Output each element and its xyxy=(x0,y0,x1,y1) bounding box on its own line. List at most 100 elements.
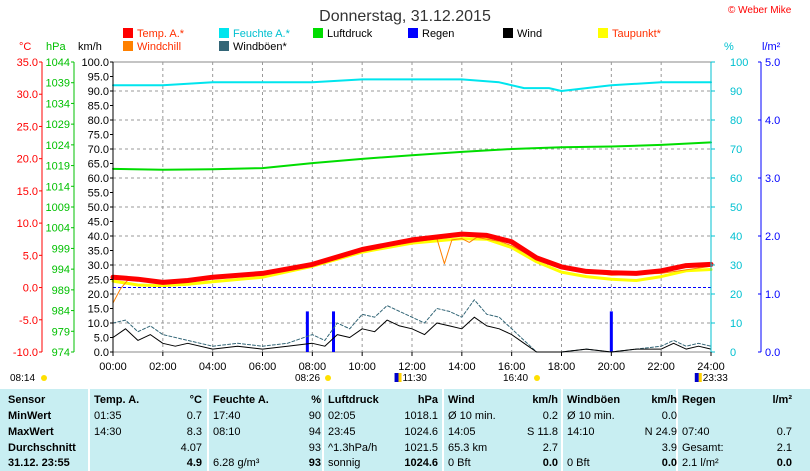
legend-label-wind: Wind xyxy=(517,28,542,40)
legend-swatch-temp xyxy=(123,28,133,38)
legend-label-pressure: Luftdruck xyxy=(327,28,373,40)
x-axis-tick-label: 02:00 xyxy=(149,361,177,373)
stats-column-unit: km/h xyxy=(532,394,558,406)
wind-axis-tick-label: 15.0 xyxy=(88,304,109,316)
rain-axis-tick-label: 1.0 xyxy=(765,289,780,301)
rain-axis-tick-label: 0.0 xyxy=(765,347,780,359)
stats-value-note: Ø 10 min. xyxy=(567,410,615,422)
rain-bar xyxy=(609,311,613,352)
stats-value-note: Ø 10 min. xyxy=(448,410,496,422)
x-axis-tick-label: 14:00 xyxy=(448,361,476,373)
x-axis: 00:00 02:00 04:00 06:00 08:00 10:00 12:00 14:00… xyxy=(99,352,725,373)
stats-value-note: 14:30 xyxy=(94,426,122,438)
wind-axis-tick-label: 85.0 xyxy=(88,101,109,113)
humidity-axis-tick-label: 20 xyxy=(730,289,742,301)
stats-value-note: 65.3 km xyxy=(448,442,488,454)
stats-value: 4.07 xyxy=(180,442,202,454)
x-axis-tick-label: 00:00 xyxy=(99,361,127,373)
pressure-axis-tick-label: 1044 xyxy=(46,57,70,69)
wind-axis-tick-label: 70.0 xyxy=(88,144,109,156)
x-axis-tick-label: 06:00 xyxy=(249,361,277,373)
legend-label-temp: Temp. A.* xyxy=(137,28,185,40)
event-marks: 08:14 08:26 16:40 11:30 23:33 xyxy=(10,373,728,384)
credit-label: © Weber Mike xyxy=(728,5,792,16)
stats-row-label: Durchschnitt xyxy=(8,442,76,454)
rain-bars xyxy=(305,311,613,352)
rain-axis-tick-label: 3.0 xyxy=(765,173,780,185)
legend-label-windchill: Windchill xyxy=(137,41,181,53)
pressure-axis-tick-label: 1034 xyxy=(46,98,70,110)
x-axis-tick-label: 08:00 xyxy=(299,361,327,373)
temp-axis-tick-label: -10.0 xyxy=(13,347,38,359)
legend-label-dewpoint: Taupunkt* xyxy=(612,28,662,40)
wind-axis-tick-label: 45.0 xyxy=(88,217,109,229)
y-axes: -10.0 -5.0 0.0 5.0 10.0 15.0 20.0 25.0 30.0 35.0 9… xyxy=(13,57,780,359)
wind-axis-tick-label: 20.0 xyxy=(88,289,109,301)
grid xyxy=(113,62,711,352)
stats-column-unit: l/m² xyxy=(772,394,792,406)
wind-axis-tick-label: 40.0 xyxy=(88,231,109,243)
wind-axis-tick-label: 25.0 xyxy=(88,275,109,287)
stats-value-note: 0 Bft xyxy=(448,457,471,469)
stats-value-note: 08:10 xyxy=(213,426,241,438)
x-axis-tick-label: 10:00 xyxy=(348,361,376,373)
humidity-axis-unit: % xyxy=(724,41,734,53)
stats-value: 4.9 xyxy=(186,457,202,469)
stats-value: 2.1 xyxy=(776,442,792,454)
temp-axis-tick-label: 15.0 xyxy=(17,186,38,198)
wind-axis-tick-label: 80.0 xyxy=(88,115,109,127)
wind-axis-tick-label: 50.0 xyxy=(88,202,109,214)
statistics-panel: Sensor MinWert MaxWert Durchschnitt 31.12. 2… xyxy=(0,389,810,471)
rain-axis-tick-label: 4.0 xyxy=(765,115,780,127)
legend-swatch-gusts xyxy=(219,41,229,51)
stats-value: 3.9 xyxy=(661,442,677,454)
wind-axis-tick-label: 55.0 xyxy=(88,188,109,200)
stats-value: 94 xyxy=(308,426,321,438)
stats-column-header: Temp. A. xyxy=(94,394,140,406)
humidity-axis-tick-label: 0 xyxy=(730,347,736,359)
weather-chart: Donnerstag, 31.12.2015 © Weber Mike Temp… xyxy=(10,5,792,384)
wind-axis-tick-label: 30.0 xyxy=(88,260,109,272)
stats-column-header: Luftdruck xyxy=(328,394,379,406)
humidity-axis-tick-label: 100 xyxy=(730,57,748,69)
pressure-axis-tick-label: 1014 xyxy=(46,181,70,193)
wind-axis-tick-label: 35.0 xyxy=(88,246,109,258)
stats-value: 1018.1 xyxy=(404,410,438,422)
stats-value-note: sonnig xyxy=(328,457,361,469)
stats-value: 8.3 xyxy=(186,426,202,438)
temp-axis-unit: °C xyxy=(19,41,31,53)
x-axis-tick-label: 16:00 xyxy=(498,361,526,373)
temp-axis-tick-label: 10.0 xyxy=(17,218,38,230)
sunset-icon xyxy=(534,375,540,381)
legend-label-humidity: Feuchte A.* xyxy=(233,28,291,40)
humidity-axis-tick-label: 80 xyxy=(730,115,742,127)
stats-value: N 24.9 xyxy=(644,426,677,438)
stats-value: 1024.6 xyxy=(404,426,438,438)
series-lines xyxy=(110,78,714,353)
legend-label-gusts: Windböen* xyxy=(233,41,288,53)
humidity-axis-tick-label: 40 xyxy=(730,231,742,243)
temp-axis-tick-label: 30.0 xyxy=(17,89,38,101)
stats-row-label: MaxWert xyxy=(8,426,54,438)
temp-axis-tick-label: 0.0 xyxy=(23,283,38,295)
wind-axis-tick-label: 90.0 xyxy=(88,86,109,98)
rain-flag-icon xyxy=(394,373,399,382)
temp-axis-tick-label: 35.0 xyxy=(17,57,38,69)
stats-value: 0.7 xyxy=(776,426,792,438)
stats-value-note: 17:40 xyxy=(213,410,241,422)
stats-column-divider xyxy=(676,389,678,471)
legend-swatch-rain xyxy=(408,28,418,38)
pressure-axis-tick-label: 989 xyxy=(52,285,70,297)
pressure-axis-tick-label: 1004 xyxy=(46,223,70,235)
rain-bar xyxy=(332,311,336,352)
wind-axis-tick-label: 10.0 xyxy=(88,318,109,330)
pressure-axis-tick-label: 1039 xyxy=(46,78,70,90)
sun-icon xyxy=(325,375,331,381)
pressure-axis-tick-label: 1024 xyxy=(46,140,70,152)
stats-column-unit: km/h xyxy=(651,394,677,406)
legend-swatch-humidity xyxy=(219,28,229,38)
stats-column-header: Feuchte A. xyxy=(213,394,269,406)
x-axis-tick-label: 12:00 xyxy=(398,361,426,373)
stats-value-note: 14:05 xyxy=(448,426,476,438)
event-mark-label: 11:30 xyxy=(403,373,428,384)
